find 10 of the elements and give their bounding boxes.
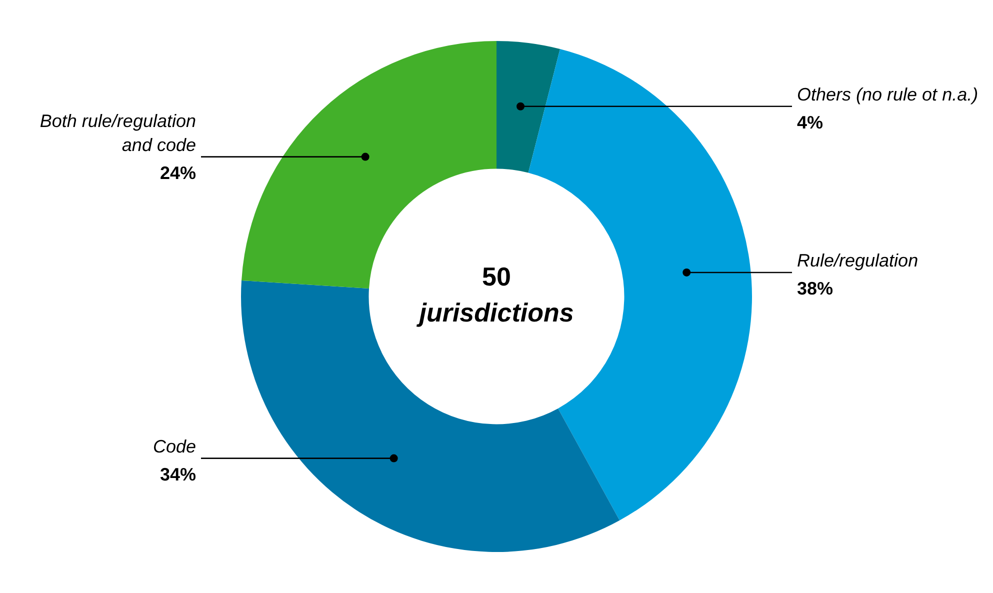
data-label: 38%	[797, 278, 834, 298]
text: 50	[482, 262, 511, 292]
slice-label: Both rule/regulation and code	[40, 110, 196, 155]
data-label: 24%	[160, 162, 196, 183]
slice-label: Rule/regulation	[797, 250, 918, 270]
slice-label: Others (no rule ot n.a.)	[797, 84, 978, 104]
data-label: 4%	[797, 112, 824, 132]
text: jurisdictions	[416, 298, 574, 328]
slice-label: Code	[152, 436, 196, 456]
data-label: 34%	[160, 464, 196, 484]
